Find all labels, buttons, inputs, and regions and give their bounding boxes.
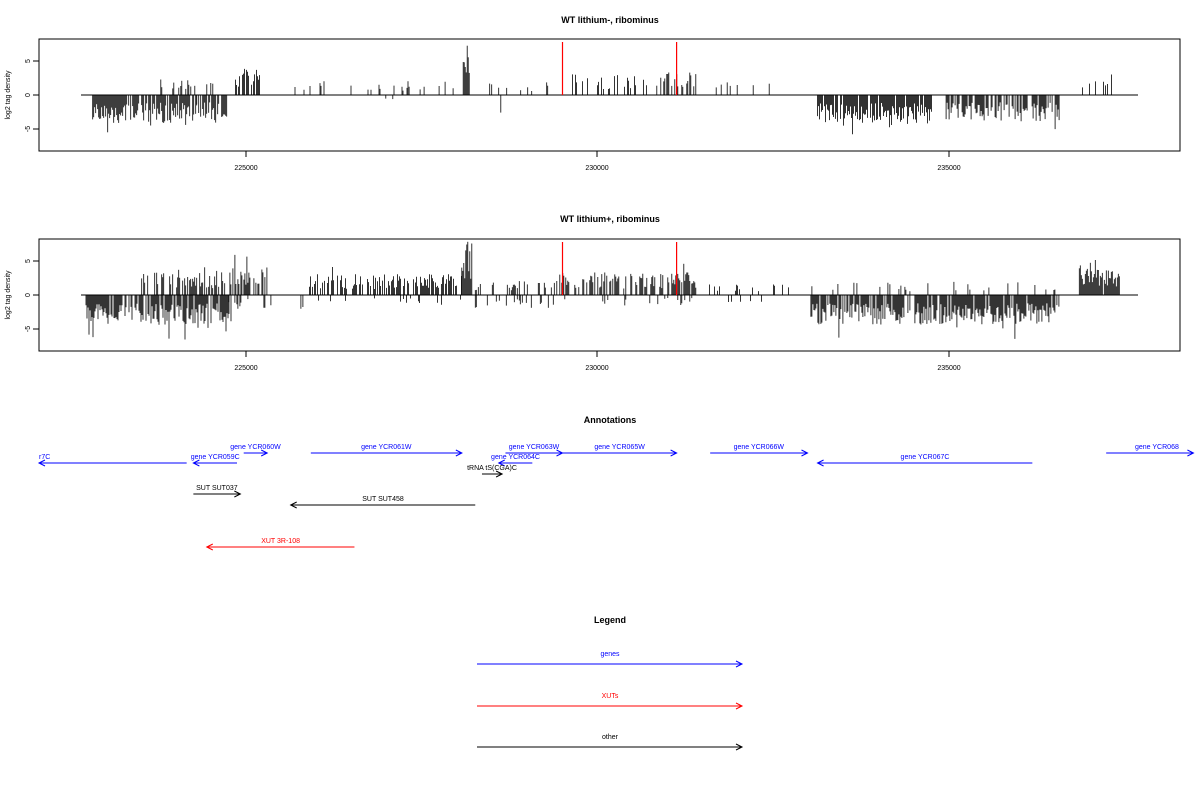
panel-2-title: WT lithium+, ribominus	[560, 214, 660, 224]
annotations-title: Annotations	[584, 415, 637, 425]
panel-2-xtick-label: 230000	[585, 365, 608, 372]
legend-label: genes	[600, 651, 620, 658]
panel-2-ytick-label: -5	[25, 326, 32, 332]
panel-2-xtick-label: 235000	[937, 365, 960, 372]
annotation-arrow-xut: XUT 3R-108	[205, 538, 355, 551]
annotation-label: SUT SUT037	[196, 485, 238, 492]
panel-2-bars	[85, 241, 1120, 340]
coverage-panel-2: WT lithium+, ribominus log2 tag density …	[5, 214, 1181, 372]
panel-1-ytick-label: -5	[25, 126, 32, 132]
annotation-label: gene YCR065W	[594, 444, 645, 451]
panel-1-bars	[92, 45, 1112, 135]
annotation-label: gene YCR060W	[230, 444, 281, 451]
annotation-label: gene YCR068	[1135, 444, 1179, 451]
annotation-label: gene YCR061W	[361, 444, 412, 451]
panel-2-markers	[561, 242, 678, 295]
panel-1-xtick-label: 235000	[937, 165, 960, 172]
annotation-arrow-gene: gene YCR067C	[816, 454, 1033, 467]
panel-2-ytick-label: 0	[25, 293, 32, 297]
annotation-features: r7C gene YCR059C gene YCR060W gene YCR061W g…	[37, 444, 1195, 551]
annotation-label: gene YCR059C	[191, 454, 240, 461]
legend-item-other: other	[477, 734, 744, 751]
annotation-arrow-gene: gene YCR059C	[191, 454, 240, 467]
panel-1-title: WT lithium-, ribominus	[561, 15, 659, 25]
legend-item-xut: XUTs	[477, 693, 744, 710]
panel-2-xtick-label: 225000	[234, 365, 257, 372]
panel-1-ytick-label: 5	[25, 59, 32, 63]
annotation-label: r7C	[39, 454, 50, 461]
legend-label: other	[602, 734, 619, 741]
annotation-arrow-gene: gene YCR060W	[230, 444, 281, 457]
coverage-panel-1: WT lithium-, ribominus log2 tag density …	[5, 15, 1181, 172]
annotation-arrow-gene: gene YCR068	[1106, 444, 1195, 457]
panel-2-y-axis: 5 0 -5	[25, 259, 39, 332]
annotation-arrow-gene: gene YCR065W	[562, 444, 678, 457]
annotation-arrow-gene: gene YCR061W	[310, 444, 463, 457]
legend-label: XUTs	[602, 693, 619, 700]
panel-1-markers	[561, 42, 678, 95]
annotation-arrow-other: SUT SUT037	[193, 485, 242, 498]
panel-1-ytick-label: 0	[25, 93, 32, 97]
annotation-label: gene YCR066W	[734, 444, 785, 451]
panel-1-ylabel: log2 tag density	[5, 70, 12, 120]
annotation-arrow-other: tRNA tS(CGA)C	[467, 465, 517, 478]
panel-2-x-axis: 225000 230000 235000	[234, 351, 961, 372]
legend-item-gene: genes	[477, 651, 744, 668]
legend-title: Legend	[594, 615, 626, 625]
legend-items: genes XUTs other	[477, 651, 744, 751]
annotation-label: XUT 3R-108	[261, 538, 300, 545]
annotation-label: gene YCR064C	[491, 454, 540, 461]
panel-2-ytick-label: 5	[25, 259, 32, 263]
panel-2-ylabel: log2 tag density	[5, 270, 12, 320]
annotation-label: gene YCR067C	[901, 454, 950, 461]
annotation-arrow-gene: gene YCR066W	[710, 444, 809, 457]
annotation-label: tRNA tS(CGA)C	[467, 465, 517, 472]
panel-1-y-axis: 5 0 -5	[25, 59, 39, 132]
annotation-label: gene YCR063W	[509, 444, 560, 451]
annotation-label: SUT SUT458	[362, 496, 404, 503]
panel-1-xtick-label: 225000	[234, 165, 257, 172]
annotation-arrow-gene: r7C	[37, 454, 187, 467]
annotation-arrow-gene: gene YCR064C	[491, 454, 540, 467]
annotation-arrow-other: SUT SUT458	[289, 496, 476, 509]
legend: Legend genes XUTs other	[477, 615, 744, 751]
panel-1-x-axis: 225000 230000 235000	[234, 151, 961, 172]
annotations-track: Annotations r7C gene YCR059C gene YCR060W g…	[37, 415, 1195, 551]
panel-1-xtick-label: 230000	[585, 165, 608, 172]
